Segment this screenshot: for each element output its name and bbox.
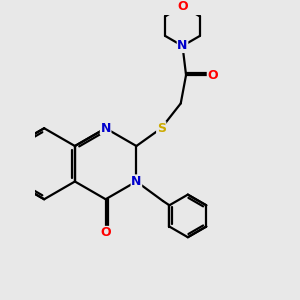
- Text: O: O: [207, 68, 218, 82]
- Text: N: N: [100, 122, 111, 135]
- Text: O: O: [100, 226, 111, 239]
- Text: N: N: [131, 175, 142, 188]
- Text: S: S: [157, 122, 166, 135]
- Text: O: O: [177, 0, 188, 13]
- Text: N: N: [177, 39, 188, 52]
